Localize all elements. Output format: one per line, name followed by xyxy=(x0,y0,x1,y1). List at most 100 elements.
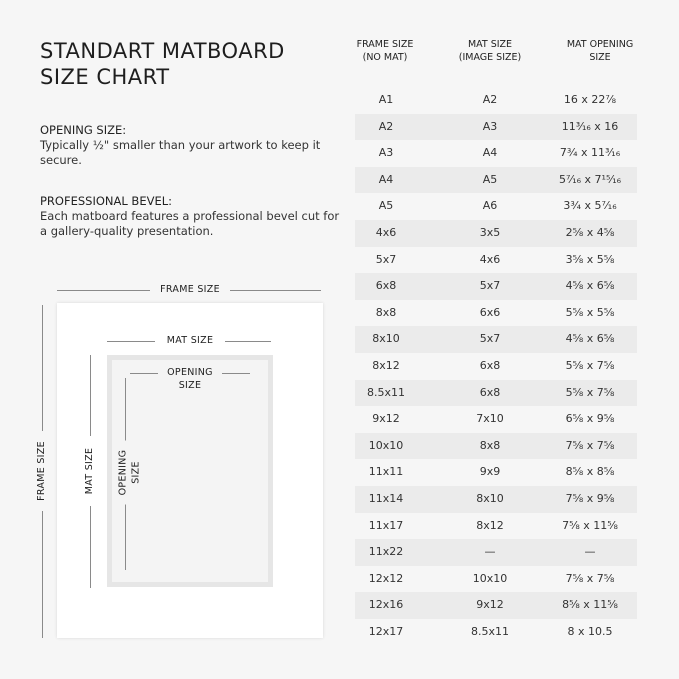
frame-size-cell: 6x8 xyxy=(375,279,397,293)
frame-size-cell: 12x12 xyxy=(368,571,404,585)
opening-size-cell: 8⅝ x 11⅝ xyxy=(562,598,618,612)
frame-size-cell: A2 xyxy=(378,119,394,133)
frame-size-cell: 8x10 xyxy=(372,332,400,346)
opening-size-cell: 8 x 10.5 xyxy=(567,625,613,638)
opening-size-cell: 5⅝ x 7⅝ xyxy=(565,385,615,399)
mat-size-cell: 5x7 xyxy=(479,279,501,293)
table-row: 5x7 4x6 3⅝ x 5⅝ xyxy=(355,247,637,274)
table-row: 11x17 8x12 7⅝ x 11⅝ xyxy=(355,513,637,540)
opening-label-line1: OPENING xyxy=(167,367,213,378)
frame-size-cell: 11x22 xyxy=(368,545,404,559)
opening-size-cell: 3¾ x 5⁷⁄₁₆ xyxy=(563,199,617,213)
bevel-heading: PROFESSIONAL BEVEL: xyxy=(40,194,173,208)
opening-text: Typically ½" smaller than your artwork t… xyxy=(40,138,321,167)
mat-size-cell: 8.5x11 xyxy=(470,625,509,638)
opening-size-cell: 7⅝ x 7⅝ xyxy=(565,571,615,585)
mat-size-cell: A5 xyxy=(482,172,498,186)
frame-size-cell: A5 xyxy=(378,199,394,213)
table-row: 12x16 9x12 8⅝ x 11⅝ xyxy=(355,592,637,619)
frame-size-cell: 12x17 xyxy=(368,625,404,638)
header-mat-opening: MAT OPENING SIZE xyxy=(566,39,634,63)
opening-size-cell: 4⅝ x 6⅝ xyxy=(565,332,615,346)
mat-size-cell: A3 xyxy=(482,119,498,133)
table-row: 8.5x11 6x8 5⅝ x 7⅝ xyxy=(355,379,637,407)
table-row: 11x11 9x9 8⅝ x 8⅝ xyxy=(355,459,637,486)
mat-size-cell: 8x10 xyxy=(476,492,504,505)
opening-size-cell: 5⁷⁄₁₆ x 7¹⁵⁄₁₆ xyxy=(558,172,622,186)
frame-size-cell: 11x17 xyxy=(368,518,404,532)
frame-size-cell: 10x10 xyxy=(368,438,404,452)
mat-size-cell: 9x9 xyxy=(479,465,501,479)
mat-size-cell: 8x8 xyxy=(479,438,501,452)
opening-size-cell: 16 x 22⅞ xyxy=(563,93,617,106)
opening-width-label: OPENING SIZE xyxy=(158,367,222,392)
frame-size-cell: 8x8 xyxy=(375,305,397,319)
page-title: STANDART MATBOARD SIZE CHART xyxy=(40,39,285,89)
mat-height-label: MAT SIZE xyxy=(84,436,96,506)
header-mat-size: MAT SIZE (IMAGE SIZE) xyxy=(458,39,522,63)
frame-width-label: FRAME SIZE xyxy=(150,284,230,296)
table-row: A2 A3 11³⁄₁₆ x 16 xyxy=(355,113,637,141)
opening-label-line2: SIZE xyxy=(178,379,202,391)
opening-size-cell: — xyxy=(584,545,596,559)
mat-size-cell: 6x8 xyxy=(479,385,501,399)
table-row: 6x8 5x7 4⅝ x 6⅝ xyxy=(355,273,637,300)
opening-size-cell: 4⅝ x 6⅝ xyxy=(565,279,615,293)
frame-size-cell: 4x6 xyxy=(375,226,397,239)
frame-height-label: FRAME SIZE xyxy=(36,431,48,511)
opening-label-line1: OPENING xyxy=(117,449,129,496)
frame-size-cell: 11x14 xyxy=(368,492,404,505)
frame-size-cell: 8x12 xyxy=(372,359,400,372)
mat-size-cell: 6x6 xyxy=(479,305,501,319)
mat-size-cell: A2 xyxy=(482,93,498,106)
mat-size-cell: A6 xyxy=(482,199,498,213)
opening-size-cell: 2⅝ x 4⅝ xyxy=(565,226,615,239)
header-frame-size: FRAME SIZE (NO MAT) xyxy=(356,39,414,63)
mat-size-cell: — xyxy=(484,545,496,559)
opening-size-cell: 3⅝ x 5⅝ xyxy=(565,252,615,266)
opening-size-cell: 7⅝ x 7⅝ xyxy=(565,438,615,452)
mat-size-cell: 7x10 xyxy=(476,412,504,426)
frame-size-cell: A3 xyxy=(378,146,394,160)
opening-size-cell: 7¾ x 11³⁄₁₆ xyxy=(559,146,621,160)
opening-size-cell: 7⅝ x 11⅝ xyxy=(562,518,618,532)
frame-size-cell: 5x7 xyxy=(375,252,397,266)
table-row: A5 A6 3¾ x 5⁷⁄₁₆ xyxy=(355,193,637,220)
table-row: 8x10 5x7 4⅝ x 6⅝ xyxy=(355,326,637,353)
opening-size-cell: 7⅝ x 9⅝ xyxy=(565,492,615,505)
opening-heading: OPENING SIZE: xyxy=(40,123,127,137)
table-row: 9x12 7x10 6⅝ x 9⅝ xyxy=(355,406,637,433)
table-row: A3 A4 7¾ x 11³⁄₁₆ xyxy=(355,140,637,167)
table-row: 12x17 8.5x11 8 x 10.5 xyxy=(355,619,637,646)
mat-width-label: MAT SIZE xyxy=(155,335,225,347)
mat-size-cell: 3x5 xyxy=(479,226,501,239)
table-row: 11x22 — — xyxy=(355,539,637,566)
table-row: 11x14 8x10 7⅝ x 9⅝ xyxy=(355,486,637,513)
mat-size-cell: 8x12 xyxy=(476,518,504,532)
mat-size-cell: 10x10 xyxy=(472,571,508,585)
mat-size-cell: A4 xyxy=(482,146,498,160)
table-row: A1 A2 16 x 22⅞ xyxy=(355,87,637,114)
frame-size-cell: 12x16 xyxy=(368,598,404,612)
mat-size-cell: 6x8 xyxy=(479,359,501,372)
opening-height-label: OPENING SIZE xyxy=(117,440,143,505)
opening-size-cell: 8⅝ x 8⅝ xyxy=(565,465,615,479)
table-row: A4 A5 5⁷⁄₁₆ x 7¹⁵⁄₁₆ xyxy=(355,166,637,194)
opening-size-cell: 11³⁄₁₆ x 16 xyxy=(561,119,619,133)
frame-size-cell: 8.5x11 xyxy=(366,385,405,399)
table-row: 8x8 6x6 5⅝ x 5⅝ xyxy=(355,300,637,327)
mat-size-cell: 5x7 xyxy=(479,332,501,346)
table-row: 8x12 6x8 5⅝ x 7⅝ xyxy=(355,353,637,380)
frame-size-cell: A4 xyxy=(378,172,394,186)
table-row: 12x12 10x10 7⅝ x 7⅝ xyxy=(355,566,637,593)
frame-size-cell: 11x11 xyxy=(368,465,404,479)
opening-size-cell: 5⅝ x 7⅝ xyxy=(565,359,615,372)
opening-size-cell: 6⅝ x 9⅝ xyxy=(565,412,615,426)
frame-size-cell: 9x12 xyxy=(372,412,400,426)
mat-size-cell: 9x12 xyxy=(476,598,504,612)
mat-size-cell: 4x6 xyxy=(479,252,501,266)
table-row: 4x6 3x5 2⅝ x 4⅝ xyxy=(355,220,637,247)
opening-size-cell: 5⅝ x 5⅝ xyxy=(565,305,615,319)
bevel-text: Each matboard features a professional be… xyxy=(40,209,340,238)
opening-label-line2: SIZE xyxy=(130,461,141,484)
